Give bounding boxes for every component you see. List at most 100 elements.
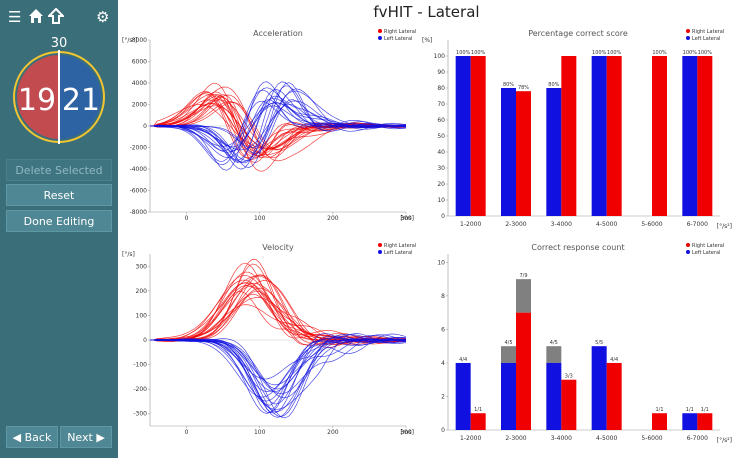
trace-left bbox=[150, 103, 406, 149]
y-tick-label: 6000 bbox=[132, 59, 147, 66]
bar-label: 1/1 bbox=[686, 407, 694, 413]
y-tick-label: -4000 bbox=[130, 166, 148, 173]
trace-left bbox=[150, 337, 407, 402]
bar-label: 100% bbox=[471, 50, 486, 56]
y-tick-label: 100 bbox=[434, 53, 446, 60]
chart-title: Velocity bbox=[262, 243, 294, 252]
y-unit-label: [°/s] bbox=[122, 251, 135, 258]
toolbar: ☰ ⚙ bbox=[6, 7, 114, 28]
y-tick-label: -8000 bbox=[130, 209, 148, 216]
trace-left bbox=[150, 338, 406, 392]
bar-left bbox=[591, 56, 607, 216]
bar-incorrect bbox=[516, 279, 531, 313]
trace-right bbox=[150, 263, 407, 342]
bar-right bbox=[606, 362, 622, 430]
left-score: 19 bbox=[18, 83, 56, 118]
bar-right bbox=[470, 413, 486, 430]
y-tick-label: 2000 bbox=[132, 102, 147, 109]
legend-marker bbox=[686, 250, 690, 254]
y-tick-label: 8 bbox=[441, 293, 445, 300]
x-tick-label: 3-4000 bbox=[551, 221, 572, 228]
chart-title: Correct response count bbox=[531, 243, 624, 252]
y-tick-label: -200 bbox=[133, 386, 147, 393]
y-tick-label: -6000 bbox=[130, 188, 148, 195]
legend-label: Left Lateral bbox=[384, 36, 412, 42]
bar-label: 80% bbox=[503, 82, 514, 88]
trace-right bbox=[150, 271, 407, 345]
velocity-chart: Velocity [°/s] [ms] -300 -200 -100 0 100 200 300 0… bbox=[122, 243, 416, 436]
right-score: 21 bbox=[62, 83, 100, 118]
bar-label: 4/5 bbox=[550, 340, 558, 346]
y-tick-label: -300 bbox=[133, 411, 147, 418]
trace-right bbox=[150, 262, 407, 343]
bar-left bbox=[546, 88, 562, 216]
bar-right bbox=[516, 312, 531, 430]
y-tick-label: -100 bbox=[133, 362, 147, 369]
legend-marker bbox=[686, 36, 690, 40]
bar-label: 100% bbox=[683, 50, 698, 56]
y-tick-label: 0 bbox=[143, 337, 147, 344]
trace-left bbox=[150, 99, 407, 152]
delete-selected-button[interactable]: Delete Selected bbox=[6, 159, 112, 181]
reset-button[interactable]: Reset bbox=[6, 184, 112, 206]
legend-label: Left Lateral bbox=[692, 250, 720, 256]
bar-left bbox=[546, 362, 562, 430]
legend-marker bbox=[378, 29, 382, 33]
legend-marker bbox=[378, 250, 382, 254]
bar-label: 100% bbox=[652, 50, 667, 56]
bar-left bbox=[682, 56, 698, 216]
bar-incorrect bbox=[501, 346, 516, 363]
bar-left bbox=[501, 362, 516, 430]
trace-left bbox=[150, 334, 407, 380]
trace-left bbox=[150, 335, 407, 405]
trace-left bbox=[150, 85, 407, 164]
bar-left bbox=[455, 56, 471, 216]
x-tick-label: 300 bbox=[400, 429, 412, 436]
bar-label: 100% bbox=[698, 50, 713, 56]
x-tick-label: 2-3000 bbox=[505, 435, 526, 442]
bar-left bbox=[591, 346, 607, 430]
legend-marker bbox=[686, 29, 690, 33]
x-unit-label: [ms] bbox=[400, 429, 414, 436]
y-tick-label: 50 bbox=[437, 133, 445, 140]
menu-icon[interactable]: ☰ bbox=[8, 8, 22, 26]
x-tick-label: 6-7000 bbox=[687, 435, 708, 442]
x-tick-label: 200 bbox=[327, 429, 339, 436]
bar-label: 100% bbox=[456, 50, 471, 56]
bar-right bbox=[652, 56, 667, 216]
next-arrow-icon: ▶ bbox=[96, 431, 105, 444]
back-button[interactable]: ◀ Back bbox=[6, 426, 58, 448]
next-button[interactable]: Next ▶ bbox=[60, 426, 112, 448]
x-tick-label: 4-5000 bbox=[596, 221, 617, 228]
y-tick-label: 8000 bbox=[132, 37, 147, 44]
legend-label: Left Lateral bbox=[692, 36, 720, 42]
bar-label: 80% bbox=[548, 82, 559, 88]
gear-icon[interactable]: ⚙ bbox=[96, 8, 110, 26]
y-tick-label: 70 bbox=[437, 101, 445, 108]
x-tick-label: 1-2000 bbox=[460, 221, 481, 228]
arrow-up-icon[interactable] bbox=[46, 7, 66, 28]
bar-incorrect bbox=[546, 346, 562, 363]
bar-right bbox=[470, 56, 486, 216]
home-icon[interactable] bbox=[28, 8, 44, 28]
trace-left bbox=[150, 338, 407, 413]
x-tick-label: 200 bbox=[327, 215, 339, 222]
bar-right bbox=[697, 56, 713, 216]
bar-label: 100% bbox=[607, 50, 622, 56]
x-tick-label: 0 bbox=[185, 429, 189, 436]
bar-right bbox=[697, 413, 713, 430]
y-tick-label: 40 bbox=[437, 149, 445, 156]
total-count: 30 bbox=[50, 36, 68, 51]
chart-title: Acceleration bbox=[253, 29, 303, 38]
bar-label: 1/1 bbox=[701, 407, 709, 413]
y-tick-label: 4000 bbox=[132, 80, 147, 87]
x-tick-label: 0 bbox=[185, 215, 189, 222]
trace-left bbox=[149, 337, 407, 417]
bar-right bbox=[516, 91, 531, 216]
x-tick-label: 4-5000 bbox=[596, 435, 617, 442]
bar-left bbox=[682, 413, 698, 430]
x-tick-label: 6-7000 bbox=[687, 221, 708, 228]
bar-label: 4/5 bbox=[504, 340, 512, 346]
done-editing-button[interactable]: Done Editing bbox=[6, 210, 112, 232]
score-gauge: 19 21 bbox=[13, 50, 105, 144]
